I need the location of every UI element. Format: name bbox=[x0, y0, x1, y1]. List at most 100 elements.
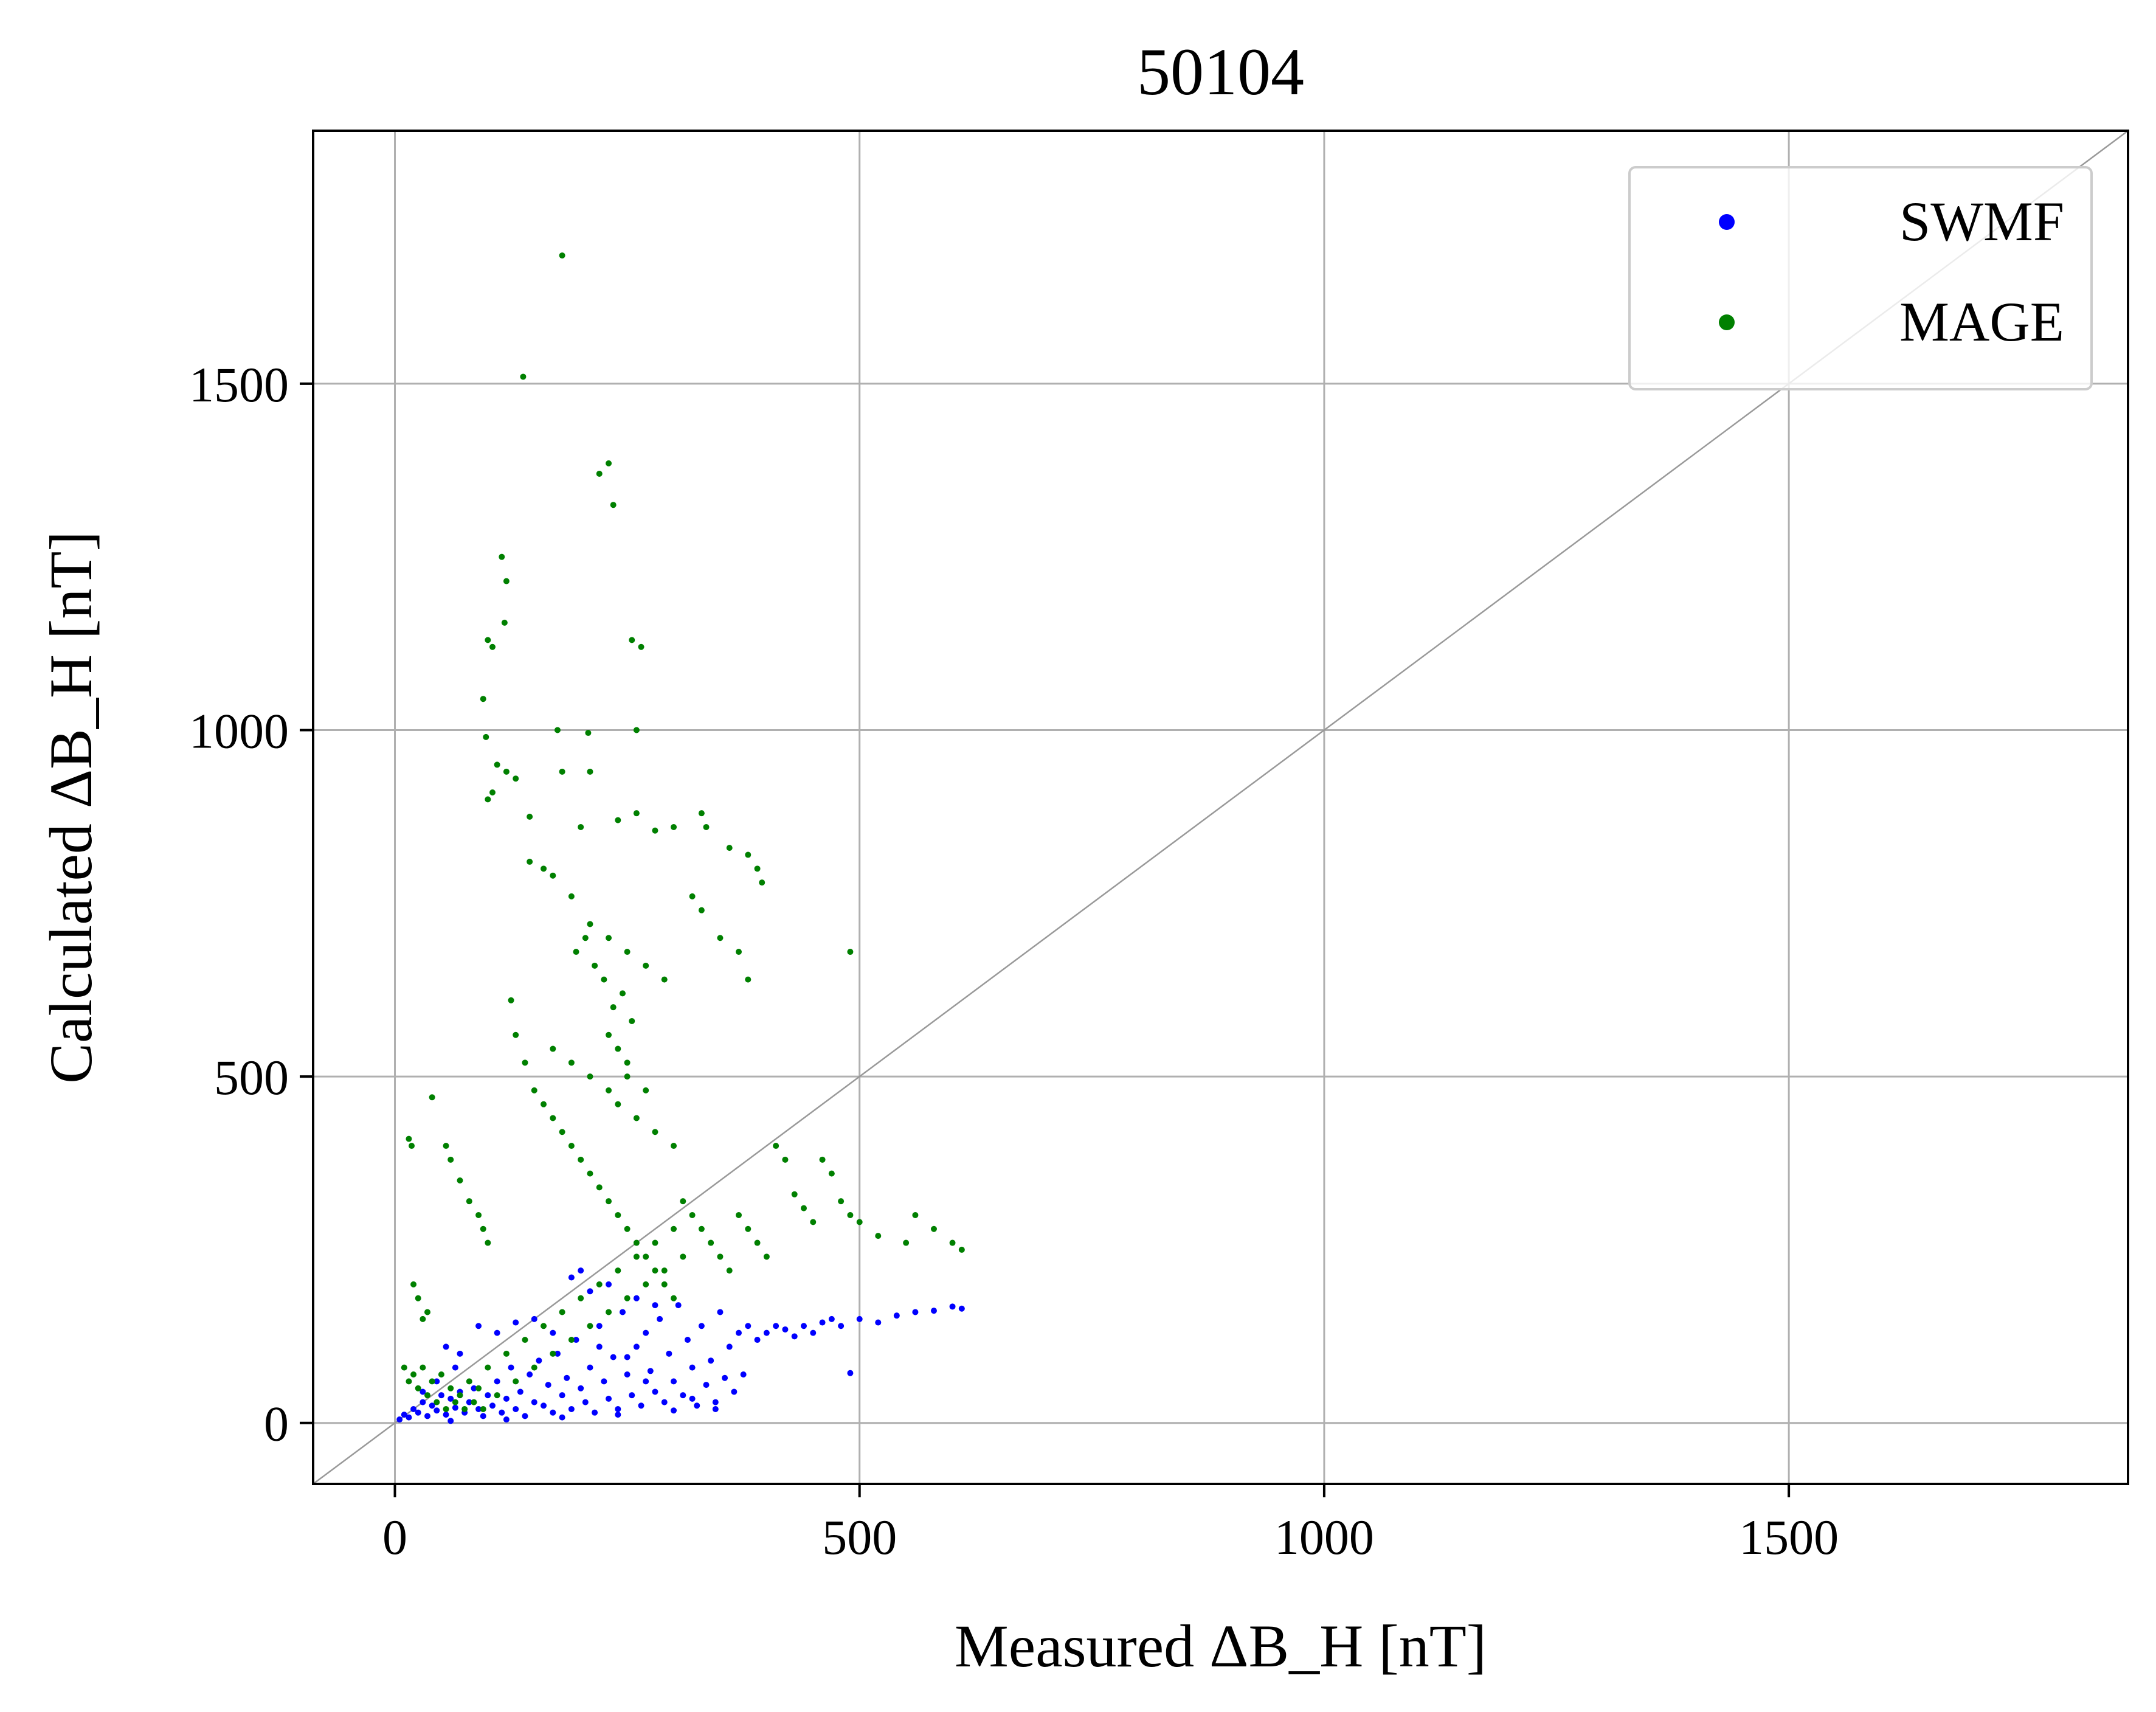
point-swmf bbox=[712, 1399, 719, 1405]
point-mage bbox=[508, 997, 514, 1003]
point-mage bbox=[420, 1364, 426, 1371]
point-swmf bbox=[410, 1405, 417, 1412]
point-mage bbox=[587, 768, 593, 775]
point-mage bbox=[791, 1191, 798, 1197]
point-swmf bbox=[633, 1343, 640, 1350]
point-swmf bbox=[424, 1413, 430, 1419]
point-swmf bbox=[489, 1402, 496, 1409]
point-mage bbox=[801, 1205, 807, 1211]
point-swmf bbox=[736, 1329, 742, 1336]
point-mage bbox=[550, 872, 556, 879]
point-mage bbox=[587, 921, 593, 927]
point-mage bbox=[624, 1059, 631, 1066]
point-mage bbox=[447, 1385, 454, 1391]
point-mage bbox=[415, 1295, 421, 1301]
point-mage bbox=[619, 990, 626, 997]
point-mage bbox=[587, 1170, 593, 1177]
point-swmf bbox=[573, 1337, 579, 1343]
point-swmf bbox=[480, 1413, 486, 1419]
point-mage bbox=[429, 1378, 435, 1385]
point-swmf bbox=[763, 1329, 770, 1336]
point-mage bbox=[587, 1323, 593, 1329]
point-mage bbox=[513, 775, 519, 782]
point-swmf bbox=[828, 1315, 835, 1322]
point-swmf bbox=[494, 1329, 500, 1336]
point-swmf bbox=[485, 1392, 491, 1399]
point-mage bbox=[643, 1281, 649, 1287]
point-swmf bbox=[545, 1382, 551, 1388]
point-swmf bbox=[443, 1412, 449, 1418]
point-mage bbox=[606, 1309, 612, 1315]
point-mage bbox=[499, 553, 505, 560]
point-swmf bbox=[420, 1399, 426, 1405]
point-mage bbox=[541, 865, 547, 872]
legend-marker-mage bbox=[1719, 314, 1735, 330]
point-swmf bbox=[930, 1308, 937, 1314]
point-mage bbox=[424, 1392, 430, 1399]
point-swmf bbox=[447, 1418, 454, 1424]
point-mage bbox=[629, 1017, 635, 1024]
point-swmf bbox=[494, 1378, 500, 1385]
point-swmf bbox=[475, 1405, 482, 1412]
point-mage bbox=[633, 1239, 640, 1246]
point-swmf bbox=[587, 1364, 593, 1371]
point-mage bbox=[633, 1115, 640, 1121]
point-mage bbox=[903, 1239, 910, 1246]
point-swmf bbox=[740, 1371, 747, 1378]
point-mage bbox=[689, 1211, 696, 1218]
point-swmf bbox=[689, 1364, 696, 1371]
point-swmf bbox=[722, 1374, 728, 1381]
point-swmf bbox=[550, 1409, 556, 1416]
point-mage bbox=[585, 730, 592, 736]
point-mage bbox=[429, 1094, 435, 1101]
point-mage bbox=[606, 1198, 612, 1205]
point-mage bbox=[452, 1399, 458, 1405]
point-mage bbox=[568, 1143, 575, 1149]
point-mage bbox=[503, 768, 510, 775]
point-mage bbox=[485, 1364, 491, 1371]
point-swmf bbox=[475, 1323, 482, 1329]
point-mage bbox=[652, 1267, 658, 1274]
point-mage bbox=[745, 976, 751, 983]
point-swmf bbox=[601, 1378, 607, 1385]
point-mage bbox=[912, 1211, 919, 1218]
point-swmf bbox=[466, 1399, 472, 1405]
point-swmf bbox=[596, 1323, 603, 1329]
point-mage bbox=[606, 1087, 612, 1093]
point-mage bbox=[606, 935, 612, 941]
point-swmf bbox=[689, 1395, 696, 1402]
point-mage bbox=[410, 1371, 417, 1378]
legend-marker-swmf bbox=[1719, 214, 1735, 230]
point-mage bbox=[568, 1059, 575, 1066]
y-axis-label: Calculated ΔB_H [nT] bbox=[37, 531, 105, 1084]
point-mage bbox=[754, 865, 761, 872]
point-mage bbox=[513, 1031, 519, 1038]
point-swmf bbox=[615, 1412, 621, 1418]
point-swmf bbox=[949, 1303, 956, 1310]
point-swmf bbox=[619, 1309, 626, 1315]
point-mage bbox=[596, 470, 603, 477]
point-mage bbox=[578, 823, 584, 830]
point-mage bbox=[671, 1143, 677, 1149]
x-tick-label: 1000 bbox=[1274, 1509, 1374, 1565]
point-mage bbox=[550, 1350, 556, 1357]
point-mage bbox=[875, 1233, 882, 1239]
point-swmf bbox=[856, 1315, 863, 1322]
point-swmf bbox=[587, 1288, 593, 1295]
point-mage bbox=[643, 962, 649, 969]
point-mage bbox=[615, 1101, 621, 1107]
point-swmf bbox=[531, 1315, 537, 1322]
point-mage bbox=[828, 1170, 835, 1177]
point-swmf bbox=[452, 1404, 458, 1411]
point-mage bbox=[615, 817, 621, 823]
point-mage bbox=[559, 1309, 565, 1315]
y-tick-label: 0 bbox=[264, 1396, 289, 1452]
point-swmf bbox=[647, 1368, 654, 1374]
point-mage bbox=[531, 1087, 537, 1093]
data-points bbox=[396, 252, 965, 1424]
point-mage bbox=[624, 949, 631, 955]
point-mage bbox=[652, 1239, 658, 1246]
point-mage bbox=[522, 1337, 528, 1343]
point-mage bbox=[615, 1211, 621, 1218]
point-mage bbox=[638, 643, 644, 650]
